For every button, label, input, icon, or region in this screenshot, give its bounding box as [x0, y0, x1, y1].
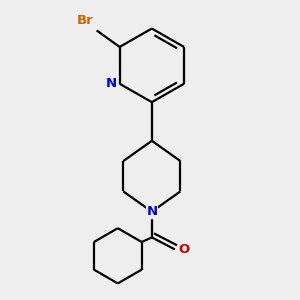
Text: Br: Br	[77, 14, 94, 27]
Text: N: N	[146, 205, 158, 218]
Text: O: O	[178, 243, 190, 256]
Text: N: N	[106, 77, 117, 90]
